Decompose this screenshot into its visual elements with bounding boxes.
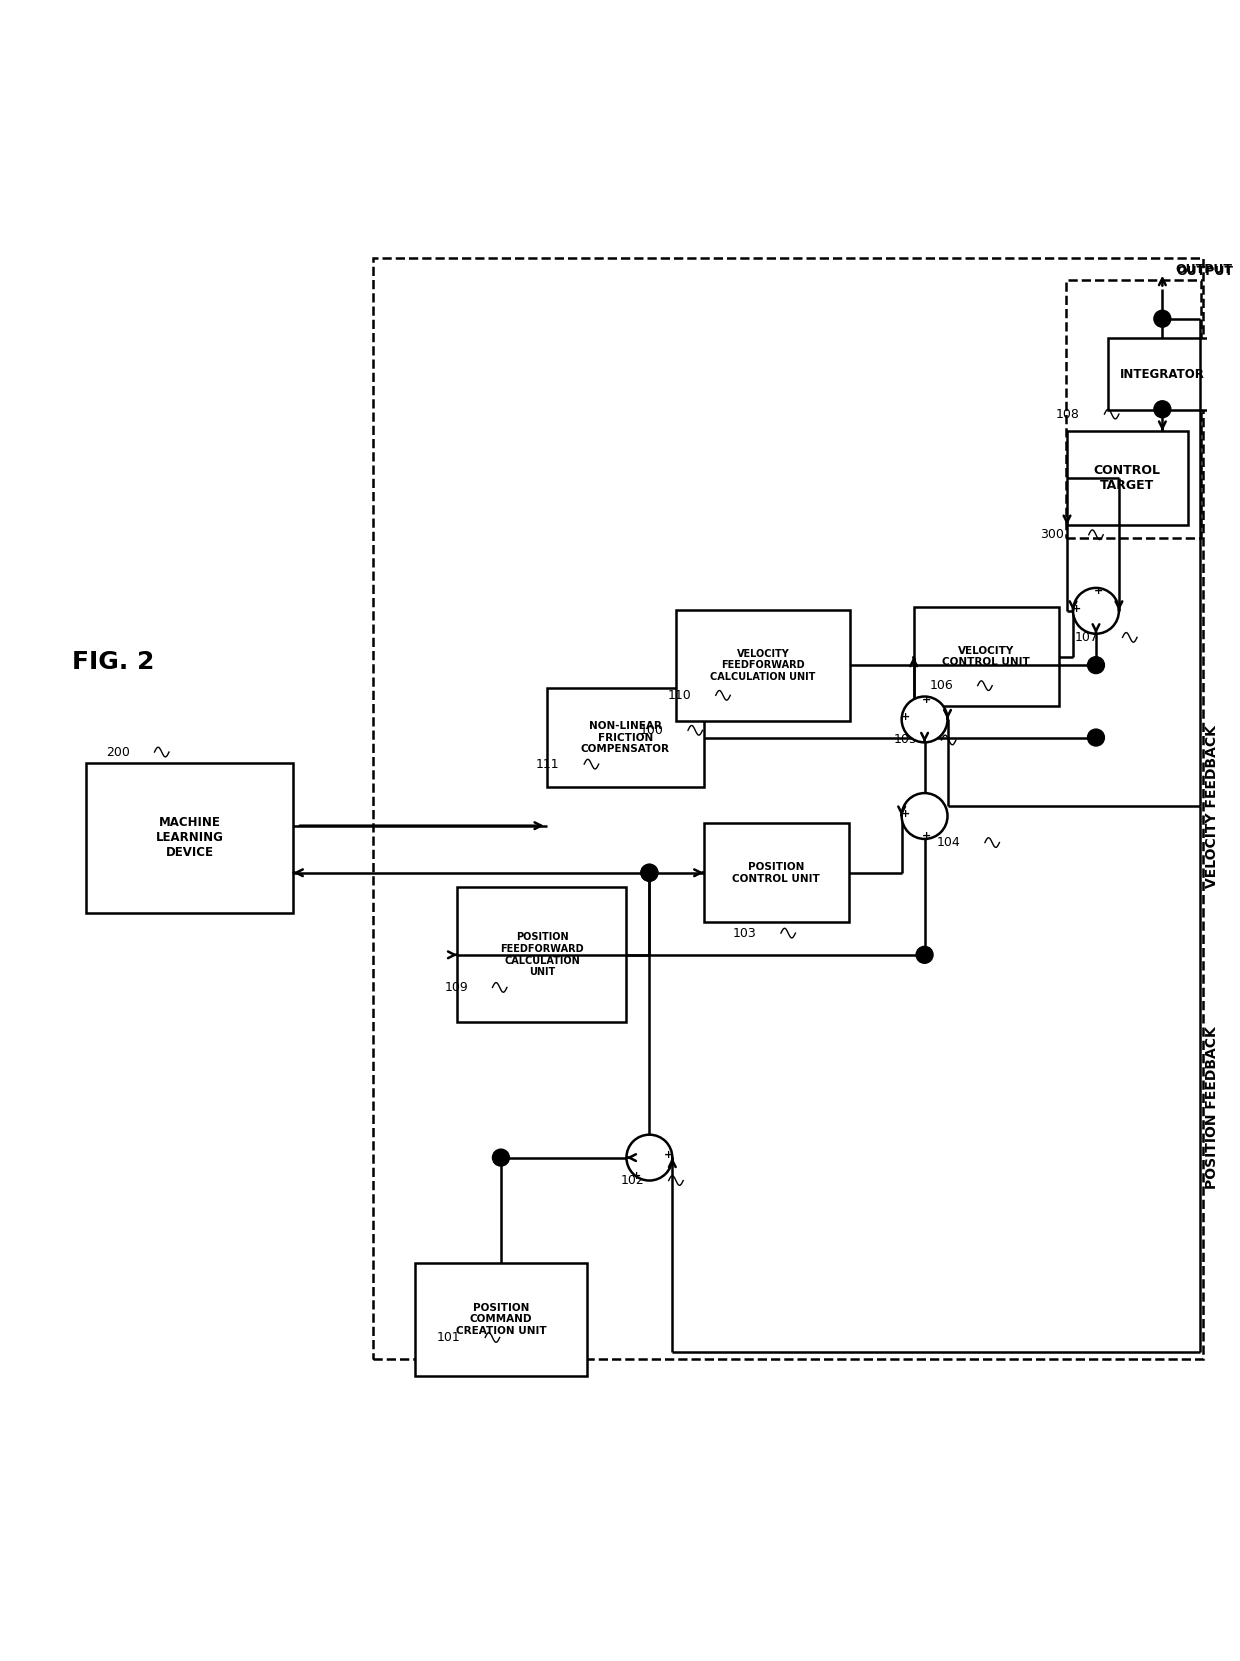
FancyBboxPatch shape: [703, 824, 848, 922]
Text: 109: 109: [444, 982, 467, 993]
Text: 300: 300: [1040, 528, 1064, 541]
Text: 107: 107: [1074, 631, 1099, 644]
FancyBboxPatch shape: [914, 608, 1059, 706]
Text: +: +: [923, 694, 931, 704]
Text: POSITION
FEEDFORWARD
CALCULATION
UNIT: POSITION FEEDFORWARD CALCULATION UNIT: [500, 932, 584, 977]
Text: OUTPUT: OUTPUT: [1176, 262, 1233, 276]
Text: POSITION
CONTROL UNIT: POSITION CONTROL UNIT: [733, 862, 820, 884]
Text: +: +: [900, 809, 910, 819]
Circle shape: [492, 1149, 510, 1166]
Text: 111: 111: [536, 757, 559, 771]
Text: +: +: [923, 830, 931, 840]
Circle shape: [916, 947, 932, 963]
Text: 106: 106: [930, 679, 954, 693]
FancyBboxPatch shape: [547, 688, 703, 787]
Text: 101: 101: [436, 1330, 461, 1344]
Circle shape: [1073, 588, 1118, 635]
Text: OUTPUT: OUTPUT: [1177, 266, 1234, 277]
Text: +: +: [1094, 586, 1102, 596]
Text: VELOCITY
FEEDFORWARD
CALCULATION UNIT: VELOCITY FEEDFORWARD CALCULATION UNIT: [711, 648, 816, 681]
Text: CONTROL
TARGET: CONTROL TARGET: [1094, 463, 1161, 492]
Text: 104: 104: [936, 835, 961, 849]
FancyBboxPatch shape: [415, 1262, 587, 1375]
FancyBboxPatch shape: [676, 610, 849, 721]
FancyBboxPatch shape: [1109, 339, 1216, 410]
Text: +: +: [632, 1171, 641, 1181]
Text: MACHINE
LEARNING
DEVICE: MACHINE LEARNING DEVICE: [155, 816, 223, 859]
Circle shape: [1154, 400, 1171, 417]
FancyBboxPatch shape: [1066, 430, 1188, 525]
Text: VELOCITY FEEDBACK: VELOCITY FEEDBACK: [1204, 724, 1219, 887]
Text: 102: 102: [620, 1174, 644, 1188]
Circle shape: [901, 696, 947, 742]
Text: 110: 110: [667, 689, 691, 703]
Text: +: +: [1071, 603, 1081, 613]
Circle shape: [1154, 311, 1171, 327]
Text: +: +: [665, 1151, 673, 1161]
Text: 105: 105: [893, 734, 918, 746]
Text: POSITION
COMMAND
CREATION UNIT: POSITION COMMAND CREATION UNIT: [455, 1302, 547, 1335]
Text: 100: 100: [640, 724, 663, 737]
Circle shape: [901, 792, 947, 839]
FancyBboxPatch shape: [86, 762, 294, 912]
Text: 200: 200: [107, 746, 130, 759]
FancyBboxPatch shape: [458, 887, 626, 1023]
Text: 103: 103: [733, 927, 756, 940]
Circle shape: [641, 864, 658, 882]
Text: 108: 108: [1056, 407, 1080, 420]
Text: VELOCITY
CONTROL UNIT: VELOCITY CONTROL UNIT: [942, 646, 1030, 668]
Circle shape: [641, 864, 658, 882]
Text: FIG. 2: FIG. 2: [72, 649, 155, 673]
Text: POSITION FEEDBACK: POSITION FEEDBACK: [1204, 1026, 1219, 1189]
Circle shape: [1087, 656, 1105, 674]
Circle shape: [626, 1134, 672, 1181]
Circle shape: [1087, 729, 1105, 746]
Text: INTEGRATOR: INTEGRATOR: [1120, 367, 1205, 380]
Text: NON-LINEAR
FRICTION
COMPENSATOR: NON-LINEAR FRICTION COMPENSATOR: [580, 721, 670, 754]
Text: +: +: [900, 713, 910, 723]
